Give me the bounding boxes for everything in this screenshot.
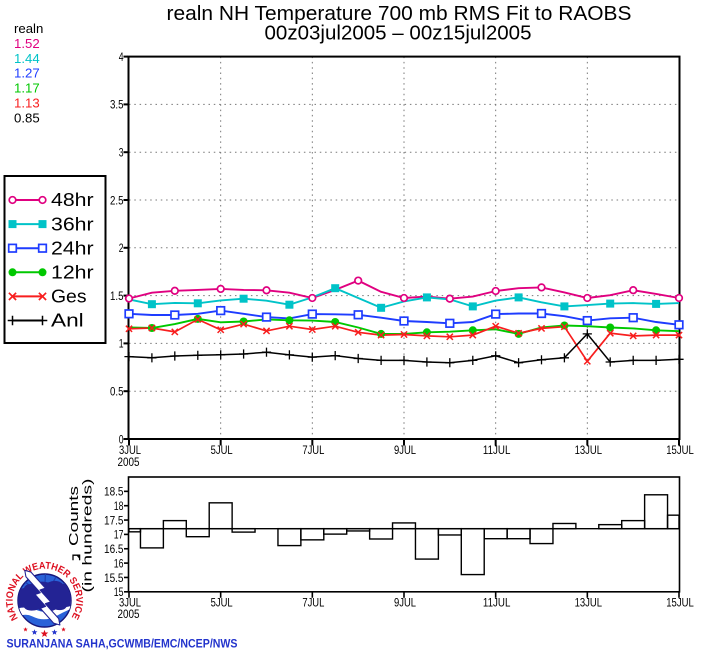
svg-text:1.27: 1.27 [14,66,40,81]
svg-text:7JUL: 7JUL [302,443,324,457]
svg-text:4: 4 [119,50,124,64]
svg-text:SURANJANA SAHA,GCWMB/EMC/NCEP/: SURANJANA SAHA,GCWMB/EMC/NCEP/NWS [7,639,238,650]
svg-text:Anl: Anl [51,311,84,331]
svg-text:16: 16 [114,556,124,570]
svg-text:5JUL: 5JUL [211,596,233,610]
svg-text:3JUL: 3JUL [119,443,141,457]
svg-text:17: 17 [114,528,124,542]
svg-text:11JUL: 11JUL [483,596,511,610]
svg-text:00z03jul2005 – 00z15jul2005: 00z03jul2005 – 00z15jul2005 [265,22,532,45]
svg-text:2.5: 2.5 [110,193,124,207]
svg-text:Ges: Ges [51,287,87,307]
svg-text:1.13: 1.13 [14,96,40,111]
svg-text:0.85: 0.85 [14,110,40,125]
svg-text:48hr: 48hr [51,190,94,210]
svg-text:9JUL: 9JUL [394,443,416,457]
svg-text:realn NH Temperature 700 mb RM: realn NH Temperature 700 mb RMS Fit to R… [167,2,632,25]
svg-text:15: 15 [114,585,124,599]
svg-text:realn: realn [14,21,43,36]
svg-text:2005: 2005 [118,455,140,469]
svg-text:13JUL: 13JUL [575,443,603,457]
svg-text:16.5: 16.5 [104,542,124,556]
svg-text:1.5: 1.5 [110,289,124,303]
svg-text:Counts: Counts [66,485,81,546]
svg-text:17.5: 17.5 [104,513,124,527]
svg-text:9JUL: 9JUL [394,596,416,610]
svg-text:(in hundreds): (in hundreds) [80,479,95,593]
svg-text:2: 2 [119,241,124,255]
svg-text:3.5: 3.5 [110,98,124,112]
svg-text:3JUL: 3JUL [119,596,141,610]
svg-text:5JUL: 5JUL [211,443,233,457]
svg-text:1.17: 1.17 [14,81,40,96]
svg-text:3: 3 [119,146,124,160]
svg-text:0: 0 [119,432,124,446]
svg-text:13JUL: 13JUL [575,596,603,610]
svg-text:15JUL: 15JUL [666,596,694,610]
svg-text:11JUL: 11JUL [483,443,511,457]
svg-text:24hr: 24hr [51,238,94,258]
svg-text:15JUL: 15JUL [666,443,694,457]
svg-text:15.5: 15.5 [104,571,124,585]
svg-text:7JUL: 7JUL [302,596,324,610]
svg-text:18.5: 18.5 [104,485,124,499]
svg-text:1.52: 1.52 [14,36,40,51]
svg-text:2005: 2005 [118,607,140,621]
svg-text:1: 1 [119,337,124,351]
svg-text:1.44: 1.44 [14,51,40,66]
svg-text:0.5: 0.5 [110,385,124,399]
svg-text:18: 18 [114,499,124,513]
svg-text:36hr: 36hr [51,214,94,234]
svg-text:12hr: 12hr [51,263,94,283]
